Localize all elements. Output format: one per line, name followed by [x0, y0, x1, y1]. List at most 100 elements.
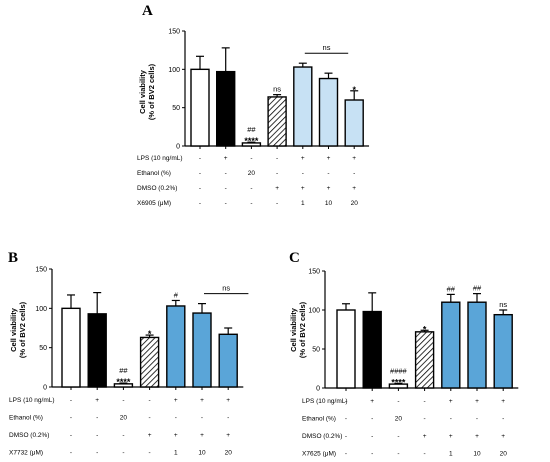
condition-cell: -	[225, 200, 227, 207]
significance-label: *	[148, 329, 152, 339]
condition-label: DMSO (0.2%)	[9, 432, 49, 439]
bar	[318, 77, 339, 147]
condition-cell: 20	[248, 170, 256, 177]
condition-cell: 20	[225, 450, 233, 457]
bar	[61, 307, 81, 388]
condition-label: DMSO (0.2%)	[302, 433, 342, 440]
bar	[493, 313, 513, 389]
condition-cell: -	[96, 432, 98, 439]
condition-cell: -	[199, 200, 201, 207]
condition-cell: 10	[473, 451, 481, 458]
significance-label: ns	[273, 85, 281, 94]
bar	[166, 305, 186, 388]
significance-label: ****	[116, 377, 131, 387]
condition-cell: +	[449, 398, 453, 405]
condition-cell: +	[301, 155, 305, 162]
condition-cell: +	[174, 432, 178, 439]
condition-cell: +	[301, 185, 305, 192]
condition-label: DMSO (0.2%)	[137, 185, 177, 192]
panel-letter: C	[289, 250, 300, 266]
y-axis-label: Cell viability(% of BV2 cells)	[9, 301, 27, 358]
condition-cell: -	[345, 433, 347, 440]
condition-cell: -	[199, 185, 201, 192]
significance-label: #	[174, 290, 179, 299]
condition-label: LPS (10 ng/mL)	[137, 155, 183, 162]
y-tick-label: 100	[308, 308, 320, 315]
y-axis-label: Cell viability(% of BV2 cells)	[289, 301, 307, 358]
condition-cell: +	[501, 398, 505, 405]
condition-cell: -	[122, 432, 124, 439]
bar	[293, 66, 313, 147]
condition-cell: 1	[301, 200, 305, 207]
condition-cell: -	[371, 416, 373, 423]
panel-A: A Cell viability(% of BV2 cells) 0 50 100 150…	[137, 3, 370, 207]
condition-cell: 10	[198, 450, 206, 457]
condition-cell: +	[275, 185, 279, 192]
condition-cell: -	[327, 170, 329, 177]
condition-cell: -	[227, 415, 229, 422]
condition-cell: -	[345, 451, 347, 458]
condition-cell: +	[224, 155, 228, 162]
bar	[192, 312, 212, 388]
condition-cell: +	[200, 432, 204, 439]
bar	[467, 301, 487, 389]
y-tick-label: 0	[176, 144, 180, 151]
condition-cell: -	[225, 185, 227, 192]
condition-cell: +	[475, 433, 479, 440]
y-axis-label-line: Cell viability	[9, 307, 18, 352]
significance-label: ##	[247, 125, 256, 134]
significance-label: ##	[119, 366, 128, 375]
y-tick-label: 150	[168, 29, 180, 36]
condition-cell: -	[276, 200, 278, 207]
condition-cell: -	[70, 397, 72, 404]
condition-cell: 1	[174, 450, 178, 457]
significance-label: ####	[390, 366, 408, 375]
condition-cell: -	[250, 200, 252, 207]
condition-cell: -	[345, 416, 347, 423]
condition-cell: -	[149, 415, 151, 422]
condition-cell: -	[96, 415, 98, 422]
y-tick-label: 150	[35, 267, 47, 274]
condition-cell: +	[449, 433, 453, 440]
condition-cell: 10	[325, 200, 333, 207]
condition-cell: +	[174, 397, 178, 404]
condition-cell: -	[302, 170, 304, 177]
y-tick-label: 100	[168, 67, 180, 74]
panel-letter: B	[8, 250, 18, 266]
condition-cell: +	[226, 432, 230, 439]
condition-cell: -	[122, 450, 124, 457]
condition-cell: +	[352, 185, 356, 192]
condition-label: X6905 (μM)	[137, 200, 171, 207]
bar	[336, 309, 356, 389]
condition-cell: +	[370, 398, 374, 405]
y-tick-label: 50	[312, 347, 320, 354]
y-axis-label: Cell viability(% of BV2 cells)	[138, 63, 156, 120]
panel-letter: A	[142, 3, 153, 19]
condition-cell: 20	[351, 200, 359, 207]
bar	[414, 331, 435, 389]
condition-cell: -	[476, 416, 478, 423]
condition-cell: +	[352, 155, 356, 162]
significance-label: ****	[244, 136, 259, 146]
significance-label: ##	[447, 284, 456, 293]
condition-cell: -	[371, 451, 373, 458]
y-axis-label-line: (% of BV2 cells)	[18, 301, 27, 358]
condition-cell: -	[397, 398, 399, 405]
condition-label: X7625 (μM)	[302, 451, 336, 458]
condition-cell: -	[250, 155, 252, 162]
condition-cell: 1	[449, 451, 453, 458]
bar	[139, 336, 160, 388]
condition-cell: -	[424, 416, 426, 423]
condition-cell: -	[122, 397, 124, 404]
condition-cell: +	[327, 185, 331, 192]
y-axis-label-line: (% of BV2 cells)	[147, 63, 156, 120]
condition-label: Ethanol (%)	[137, 170, 171, 177]
bar	[441, 301, 461, 389]
condition-cell: -	[397, 451, 399, 458]
condition-cell: 20	[120, 415, 128, 422]
bar	[87, 313, 107, 388]
significance-label: ##	[473, 284, 482, 293]
panel-B: B Cell viability(% of BV2 cells) 0 50 100 150…	[8, 250, 249, 457]
y-tick-label: 0	[43, 385, 47, 392]
